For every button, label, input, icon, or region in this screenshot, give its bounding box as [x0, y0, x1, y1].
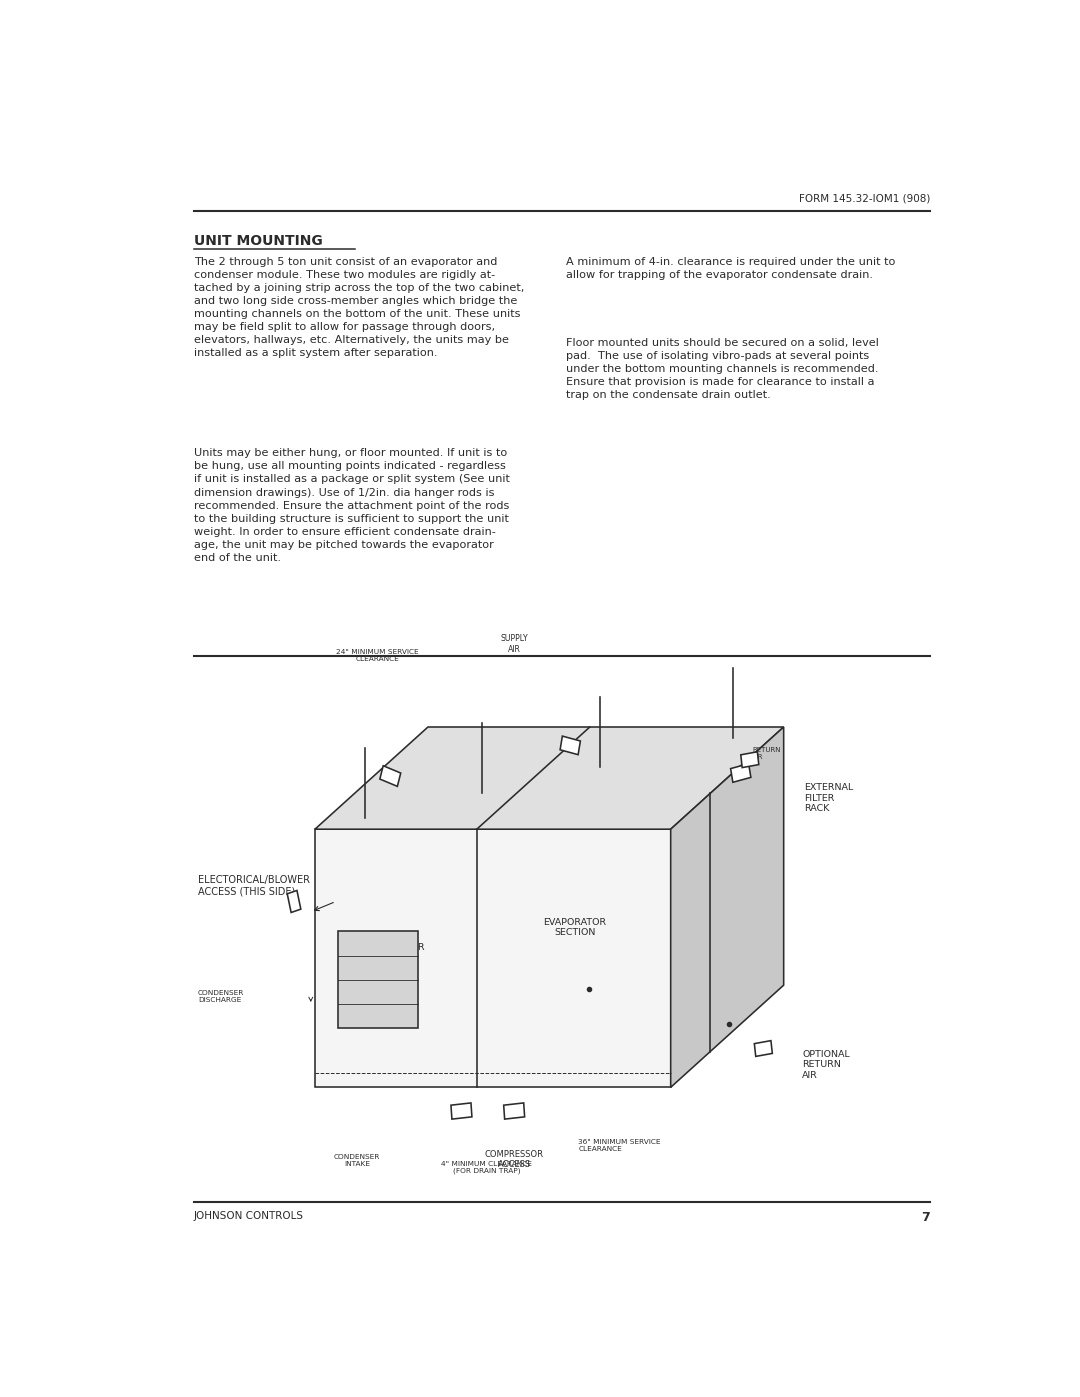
Text: SUPPLY
AIR: SUPPLY AIR [500, 634, 528, 654]
Text: CONDENSER
INTAKE: CONDENSER INTAKE [334, 1154, 380, 1166]
Text: RETURN
AIR: RETURN AIR [752, 747, 781, 760]
Polygon shape [730, 764, 751, 782]
Polygon shape [561, 736, 580, 754]
Polygon shape [741, 752, 759, 767]
Text: 7: 7 [921, 1211, 930, 1224]
Text: 4" MINIMUM CLEARANCE
(FOR DRAIN TRAP): 4" MINIMUM CLEARANCE (FOR DRAIN TRAP) [441, 1161, 532, 1173]
Polygon shape [287, 890, 301, 912]
Text: Floor mounted units should be secured on a solid, level
pad.  The use of isolati: Floor mounted units should be secured on… [566, 338, 879, 400]
Polygon shape [671, 726, 784, 1087]
Text: FORM 145.32-IOM1 (908): FORM 145.32-IOM1 (908) [799, 193, 930, 203]
Polygon shape [315, 830, 671, 1087]
Text: ELECTORICAL/BLOWER
ACCESS (THIS SIDE): ELECTORICAL/BLOWER ACCESS (THIS SIDE) [198, 875, 310, 897]
Text: The 2 through 5 ton unit consist of an evaporator and
condenser module. These tw: The 2 through 5 ton unit consist of an e… [193, 257, 524, 358]
Polygon shape [754, 1041, 772, 1056]
Polygon shape [380, 766, 401, 787]
Text: Units may be either hung, or floor mounted. If unit is to
be hung, use all mount: Units may be either hung, or floor mount… [193, 448, 510, 563]
Text: 24" MINIMUM SERVICE
CLEARANCE: 24" MINIMUM SERVICE CLEARANCE [336, 650, 419, 662]
Text: JOHNSON CONTROLS: JOHNSON CONTROLS [193, 1211, 303, 1221]
Text: A minimum of 4-in. clearance is required under the unit to
allow for trapping of: A minimum of 4-in. clearance is required… [566, 257, 895, 279]
Text: EVAPORATOR
SECTION: EVAPORATOR SECTION [543, 918, 606, 937]
Text: EXTERNAL
FILTER
RACK: EXTERNAL FILTER RACK [805, 784, 854, 813]
Text: UNIT MOUNTING: UNIT MOUNTING [193, 235, 322, 249]
Text: 36" MINIMUM SERVICE
CLEARANCE: 36" MINIMUM SERVICE CLEARANCE [578, 1139, 661, 1153]
Polygon shape [451, 1102, 472, 1119]
Text: CONDENSER
SECTION: CONDENSER SECTION [365, 943, 424, 963]
Polygon shape [315, 726, 784, 830]
Text: CONDENSER
DISCHARGE: CONDENSER DISCHARGE [198, 990, 244, 1003]
Polygon shape [338, 932, 418, 1028]
Polygon shape [503, 1102, 525, 1119]
Text: COMPRESSOR
ACCESS: COMPRESSOR ACCESS [485, 1150, 543, 1169]
Text: OPTIONAL
RETURN
AIR: OPTIONAL RETURN AIR [802, 1051, 850, 1080]
